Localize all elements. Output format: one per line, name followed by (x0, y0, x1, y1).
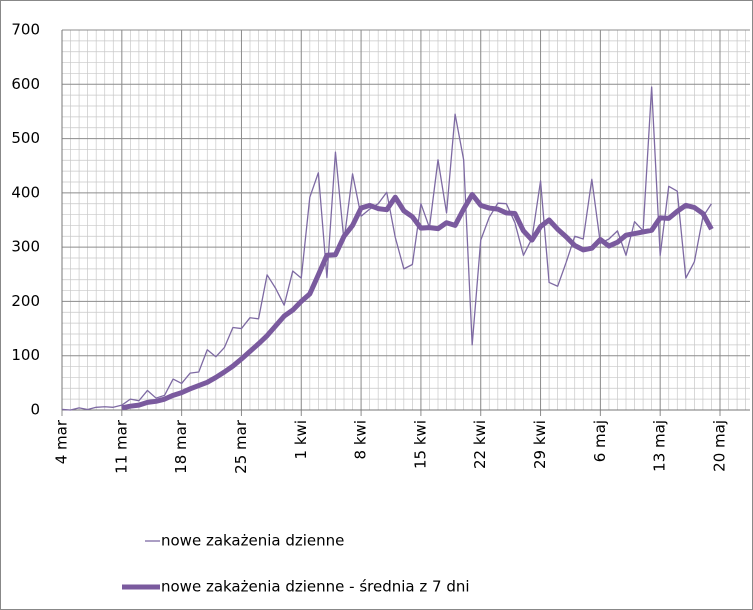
y-tick-label: 600 (11, 75, 40, 93)
y-tick-label: 500 (11, 129, 40, 147)
x-tick-label: 22 kwi (471, 420, 489, 469)
x-tick-label: 4 mar (53, 419, 71, 464)
x-tick-label: 15 kwi (411, 420, 429, 469)
x-tick-label: 18 mar (172, 419, 190, 474)
y-tick-label: 700 (11, 21, 40, 39)
y-tick-label: 0 (30, 401, 40, 419)
x-tick-label: 25 mar (232, 419, 250, 474)
x-tick-label: 11 mar (112, 419, 130, 474)
x-tick-label: 6 maj (591, 420, 609, 462)
y-tick-label: 300 (11, 238, 40, 256)
x-tick-label: 20 maj (711, 420, 729, 472)
legend-label: nowe zakażenia dzienne (161, 532, 344, 550)
y-tick-label: 200 (11, 292, 40, 310)
x-tick-label: 8 kwi (352, 420, 370, 459)
x-tick-label: 13 maj (651, 420, 669, 472)
y-tick-label: 400 (11, 183, 40, 201)
legend-label: nowe zakażenia dzienne - średnia z 7 dni (161, 578, 470, 596)
x-tick-label: 1 kwi (292, 420, 310, 459)
x-tick-label: 29 kwi (531, 420, 549, 469)
y-tick-label: 100 (11, 346, 40, 364)
series-line (121, 191, 714, 411)
